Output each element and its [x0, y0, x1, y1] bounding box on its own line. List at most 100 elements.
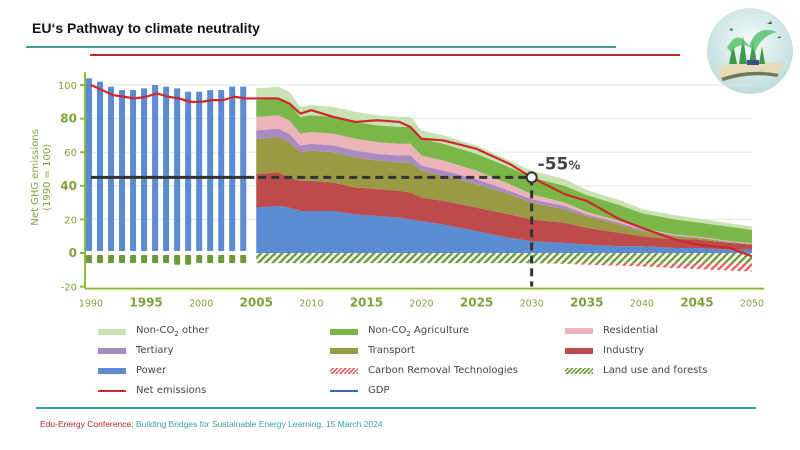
historic-bar: [174, 88, 181, 251]
x-tick-label: 2005: [240, 296, 273, 310]
historic-bar: [119, 90, 126, 251]
legend-label: Industry: [603, 345, 645, 356]
legend-item-net-emissions: Net emissions: [98, 385, 206, 396]
legend-label: GDP: [368, 385, 390, 396]
x-tick-label: 1995: [129, 296, 162, 310]
footer-rule: [36, 407, 756, 409]
legend-swatch: [330, 367, 358, 374]
historic-removal-bar: [185, 255, 192, 265]
historic-removal-bar: [97, 255, 104, 264]
historic-removal-bar: [229, 255, 236, 264]
stacked-areas: [256, 86, 752, 253]
legend-item-power: Power: [98, 365, 166, 376]
area-non-co2-agriculture: [256, 98, 752, 244]
historic-removal-bar: [86, 255, 92, 264]
legend-swatch: [565, 327, 593, 334]
historic-bar: [152, 85, 159, 251]
open-book-with-green-city-icon: [707, 8, 793, 94]
historic-bar: [97, 81, 104, 251]
historic-bar: [130, 90, 137, 251]
historic-bar: [108, 86, 115, 252]
historic-bars: [86, 78, 247, 265]
legend-item-cdr: Carbon Removal Technologies: [330, 365, 518, 376]
title-underline-teal: [26, 46, 616, 48]
legend-item-residential: Residential: [565, 325, 658, 336]
legend-label: Residential: [603, 325, 659, 336]
historic-removal-bar: [218, 255, 225, 264]
slide-title: EU‘s Pathway to climate neutrality: [32, 20, 260, 36]
legend-swatch: [330, 389, 358, 392]
x-tick-label: 2000: [189, 299, 213, 310]
legend-label: Land use and forests: [603, 365, 708, 376]
area-industry: [256, 172, 752, 250]
historic-bar: [207, 90, 214, 251]
emissions-chart: -55% 100 80 60 40 20 0 -20 1990 1995 2000 2005 201…: [30, 72, 764, 310]
legend-item-non-co2-agriculture: Non-CO2 Agriculture: [330, 325, 469, 338]
target-label: -55%: [538, 154, 581, 174]
historic-removal-bar: [119, 255, 126, 264]
area-residential: [256, 115, 752, 244]
legend-item-land-use: Land use and forests: [565, 365, 707, 376]
legend-label: Power: [136, 365, 167, 376]
historic-bar: [229, 86, 236, 252]
legend-swatch: [330, 328, 358, 335]
legend-swatch: [98, 367, 126, 374]
legend-label: Tertiary: [136, 345, 174, 356]
legend-swatch: [565, 367, 593, 374]
historic-removal-bar: [174, 255, 181, 265]
target-annotation: -55%: [91, 154, 581, 287]
footer: Edu-Energy Conference: Building Bridges …: [40, 419, 383, 429]
legend-item-transport: Transport: [330, 345, 415, 356]
historic-bar: [141, 88, 148, 251]
historic-bar: [196, 91, 203, 251]
historic-removal-bar: [130, 255, 137, 264]
area-tertiary: [256, 128, 752, 245]
x-tick-label: 2045: [680, 296, 713, 310]
net-emissions-line: [90, 83, 753, 258]
footer-description: Building Bridges for Sustainable Energy …: [133, 419, 383, 429]
historic-removal-bar: [152, 255, 159, 264]
x-tick-label: 2035: [570, 296, 603, 310]
historic-bar: [86, 78, 92, 251]
historic-bar: [163, 86, 170, 252]
historic-removal-bar: [163, 255, 170, 264]
legend-label: Net emissions: [136, 385, 207, 396]
historic-removal-bar: [141, 255, 148, 264]
target-marker: [525, 171, 538, 184]
x-tick-label: 2030: [520, 299, 544, 310]
footer-conference-name: Edu-Energy Conference:: [40, 419, 134, 429]
y-tick-label: 20: [64, 215, 77, 226]
legend-swatch: [98, 347, 126, 354]
legend-swatch: [98, 389, 126, 392]
y-tick-label: 0: [69, 246, 77, 260]
title-underline-red: [90, 54, 680, 56]
y-tick-label: 40: [60, 179, 77, 193]
legend-label: Carbon Removal Technologies: [368, 365, 518, 376]
historic-removal-bar: [207, 255, 214, 264]
historic-removal-bar: [108, 255, 115, 264]
area-non-co2-other: [256, 86, 752, 230]
x-tick-label: 2050: [740, 299, 764, 310]
historic-removal-bar: [196, 255, 203, 264]
y-tick-label: 100: [58, 81, 77, 92]
area-land-use: [256, 253, 752, 264]
net-emissions-line: [90, 83, 753, 258]
historic-bar: [240, 86, 247, 252]
x-tick-label: 2025: [460, 296, 493, 310]
x-tick-label: 2040: [630, 299, 654, 310]
legend-label: Non-CO2 other: [136, 325, 209, 338]
x-tick-label: 2015: [350, 296, 383, 310]
y-ticks: 100 80 60 40 20 0 -20: [58, 81, 85, 294]
x-tick-label: 1990: [79, 299, 103, 310]
legend-swatch: [98, 328, 126, 335]
area-cdr: [256, 263, 752, 272]
y-tick-label: 60: [64, 148, 77, 159]
y-axis-label: Net GHG emissions(1990 = 100): [30, 129, 53, 225]
legend-item-industry: Industry: [565, 345, 644, 356]
legend-swatch: [330, 347, 358, 354]
legend-label: Non-CO2 Agriculture: [368, 325, 470, 338]
historic-bar: [218, 90, 225, 251]
legend-item-non-co2-other: Non-CO2 other: [98, 325, 209, 338]
area-transport: [256, 137, 752, 245]
x-tick-label: 2010: [299, 299, 323, 310]
